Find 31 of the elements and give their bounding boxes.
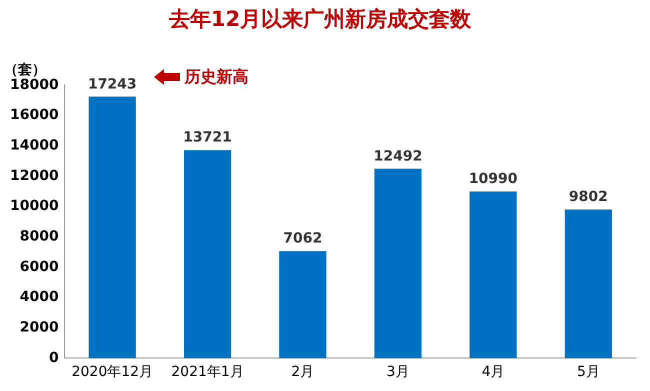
- bar: [374, 168, 422, 358]
- annotation: 历史新高: [184, 66, 248, 88]
- bar: [470, 192, 517, 358]
- y-axis-title: （套）: [4, 62, 46, 78]
- data-label: 17243: [88, 76, 137, 92]
- data-label: 10990: [468, 171, 518, 188]
- bar: [279, 251, 326, 358]
- bar: [184, 150, 232, 358]
- y-tick-label: 14000: [10, 138, 59, 154]
- data-label: 9802: [568, 189, 608, 206]
- x-tick-label: 2月: [291, 364, 314, 380]
- y-tick-label: 8000: [20, 228, 59, 245]
- x-tick-label: 5月: [576, 364, 600, 380]
- x-tick-label: 2020年12月: [72, 364, 154, 380]
- y-tick-label: 18000: [10, 76, 59, 93]
- y-tick-label: 4000: [20, 289, 59, 306]
- y-tick-label: 6000: [20, 258, 59, 275]
- x-tick-label: 2021年1月: [171, 364, 244, 380]
- data-label: 12492: [374, 148, 422, 164]
- bar: [88, 96, 136, 358]
- y-tick-label: 0: [48, 350, 59, 366]
- bar: [564, 210, 612, 358]
- y-tick-label: 12000: [10, 168, 59, 184]
- x-tick-label: 3月: [386, 364, 410, 380]
- x-tick-label: 4月: [482, 364, 505, 380]
- data-label: 13721: [183, 130, 232, 146]
- chart-title: 去年12月以来广州新房成交套数: [168, 7, 472, 32]
- y-tick-label: 10000: [10, 198, 59, 214]
- data-label: 7062: [283, 230, 322, 247]
- y-tick-label: 2000: [20, 320, 59, 336]
- y-tick-label: 16000: [10, 107, 59, 124]
